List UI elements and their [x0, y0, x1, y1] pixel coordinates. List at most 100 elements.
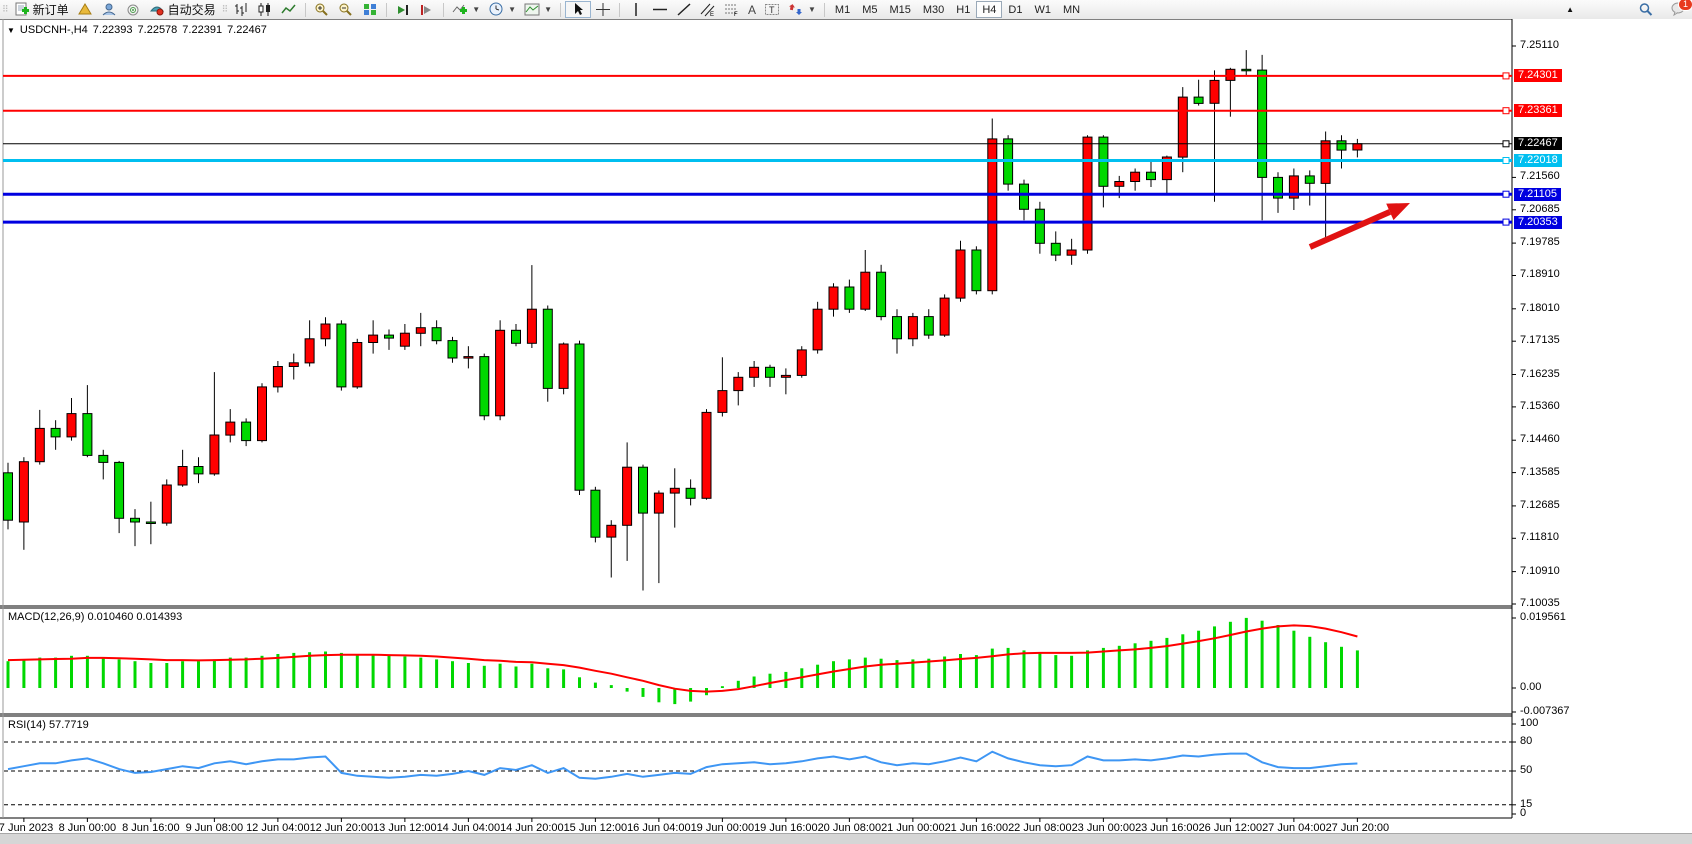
- timeframe-button-w1[interactable]: W1: [1034, 3, 1051, 16]
- bar-chart-button[interactable]: [229, 1, 253, 18]
- time-axis-label: 27 Jun 04:00: [1262, 822, 1326, 834]
- candle-body: [209, 434, 220, 475]
- macd-bar: [260, 655, 264, 688]
- channel-tool-button[interactable]: E: [696, 1, 720, 18]
- market-watch-button[interactable]: [73, 1, 97, 18]
- trendline-tool-button[interactable]: [672, 1, 696, 18]
- candle-body: [50, 427, 61, 438]
- candle-body: [907, 316, 918, 340]
- auto-scroll-button[interactable]: [391, 1, 415, 18]
- timeframe-button-h1[interactable]: H1: [956, 3, 971, 16]
- toolbar-overflow-icon[interactable]: ▲: [1566, 5, 1574, 14]
- macd-bar: [609, 685, 613, 688]
- new-order-button[interactable]: 新订单: [10, 1, 73, 18]
- macd-bar: [149, 663, 153, 688]
- candle-body: [987, 138, 998, 292]
- macd-bar: [133, 661, 137, 688]
- indicators-button[interactable]: ▼: [448, 1, 484, 18]
- timeframe-button-m30[interactable]: M30: [922, 3, 945, 16]
- cursor-tool-button[interactable]: [564, 1, 591, 18]
- arrows-tool-button[interactable]: ▼: [784, 1, 820, 18]
- chevron-down-icon: ▼: [544, 5, 552, 14]
- chevron-down-icon: ▼: [808, 5, 816, 14]
- price-axis-label: 7.10035: [1520, 597, 1560, 609]
- macd-bar: [54, 657, 58, 688]
- timeframe-button-m5[interactable]: M5: [862, 3, 878, 16]
- candle-body: [447, 340, 458, 359]
- time-axis-label: 21 Jun 16:00: [944, 822, 1009, 834]
- macd-bar: [959, 654, 962, 688]
- macd-bar: [657, 688, 661, 703]
- candle-body: [1257, 69, 1268, 178]
- notifications-button[interactable]: 1: [1670, 0, 1692, 19]
- time-axis-label: 23 Jun 00:00: [1071, 822, 1136, 834]
- autotrading-button[interactable]: 自动交易: [145, 1, 220, 18]
- search-icon[interactable]: [1638, 2, 1654, 17]
- macd-bar: [244, 657, 248, 688]
- chart-canvas[interactable]: [0, 19, 1692, 843]
- chart-high-value: 7.22578: [137, 24, 178, 36]
- vertical-line-tool-button[interactable]: [624, 1, 648, 18]
- text-label-icon: T: [764, 2, 780, 17]
- macd-bar: [546, 668, 550, 688]
- macd-bar: [1260, 620, 1264, 688]
- chart-shift-button[interactable]: [415, 1, 439, 18]
- horizontal-line-tool-button[interactable]: [648, 1, 672, 18]
- candle-body: [1273, 176, 1283, 199]
- candle-body: [177, 466, 188, 486]
- rsi-indicator-label: RSI(14) 57.7719: [8, 719, 89, 731]
- notification-badge: 1: [1678, 0, 1692, 11]
- candle-chart-button[interactable]: [253, 1, 277, 18]
- terminal-button[interactable]: [97, 1, 121, 18]
- candle-body: [971, 249, 982, 292]
- crosshair-tool-button[interactable]: [591, 1, 615, 18]
- macd-bar: [895, 660, 899, 688]
- candlestick-series: [3, 50, 1363, 591]
- macd-signal-line: [7, 624, 1358, 693]
- horizontal-scrollbar[interactable]: [0, 833, 1692, 844]
- fibonacci-tool-button[interactable]: F: [720, 1, 744, 18]
- macd-bar: [1181, 634, 1185, 688]
- macd-bar: [435, 659, 439, 688]
- candle-body: [431, 327, 442, 342]
- timeframe-button-d1[interactable]: D1: [1008, 3, 1023, 16]
- tile-windows-button[interactable]: [358, 1, 382, 18]
- text-label-tool-button[interactable]: T: [760, 1, 784, 18]
- candle-body: [368, 334, 379, 344]
- macd-bar: [816, 664, 820, 688]
- time-axis-label: 9 Jun 08:00: [185, 822, 244, 834]
- macd-bar: [1244, 617, 1248, 688]
- candle-body: [590, 489, 601, 538]
- timeframe-button-m1[interactable]: M1: [834, 3, 851, 16]
- macd-bar: [1340, 646, 1343, 688]
- candle-body: [606, 524, 617, 538]
- collapse-triangle-icon[interactable]: ▼: [7, 25, 15, 35]
- zoom-out-button[interactable]: [334, 1, 358, 18]
- line-chart-button[interactable]: [277, 1, 301, 18]
- timeframe-button-m15[interactable]: M15: [889, 3, 911, 16]
- periods-button[interactable]: ▼: [484, 1, 520, 18]
- timeframe-button-mn[interactable]: MN: [1062, 3, 1081, 16]
- chevron-down-icon: ▼: [472, 5, 481, 14]
- zoom-out-icon: [338, 2, 354, 17]
- trend-arrow-annotation[interactable]: [1308, 209, 1392, 250]
- candle-body: [193, 466, 204, 475]
- toolbar-separator: [559, 2, 561, 17]
- candle-body: [1225, 68, 1236, 81]
- candle-body: [1320, 140, 1331, 184]
- templates-button[interactable]: ▼: [520, 1, 556, 18]
- text-tool-button[interactable]: A: [744, 1, 760, 18]
- timeframe-button-h4[interactable]: H4: [976, 1, 1003, 18]
- zoom-in-button[interactable]: [310, 1, 334, 18]
- rsi-axis-label: 0: [1520, 807, 1527, 819]
- plot-background[interactable]: [3, 19, 1512, 818]
- macd-axis-label: -0.007367: [1520, 705, 1570, 717]
- macd-bar: [1133, 643, 1137, 688]
- macd-bar: [419, 657, 423, 688]
- candle-body: [812, 308, 823, 351]
- candle-body: [892, 316, 902, 340]
- macd-indicator-label: MACD(12,26,9) 0.010460 0.014393: [8, 611, 183, 623]
- zoom-in-icon: [314, 2, 330, 17]
- signals-button[interactable]: [121, 1, 145, 18]
- candle-body: [765, 366, 775, 378]
